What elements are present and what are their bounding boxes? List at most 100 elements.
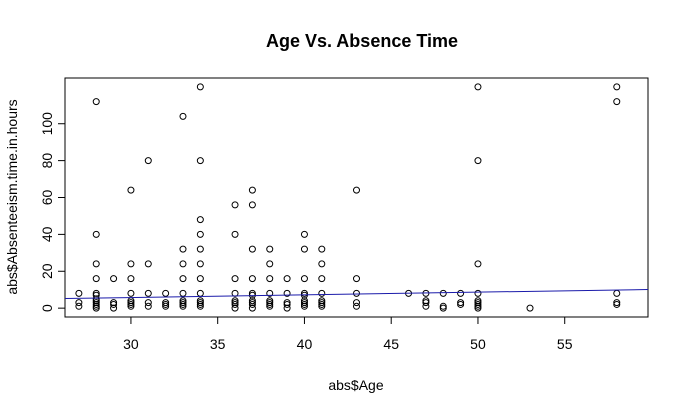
data-point (162, 302, 170, 310)
data-point (422, 299, 430, 307)
data-point (196, 245, 204, 253)
data-point (474, 83, 482, 91)
data-point (196, 230, 204, 238)
data-point (196, 216, 204, 224)
data-point (318, 300, 326, 308)
data-point (162, 300, 170, 308)
data-point (318, 299, 326, 307)
data-point (613, 289, 621, 297)
data-point (439, 304, 447, 312)
data-point (231, 275, 239, 283)
data-point (144, 289, 152, 297)
data-point (248, 245, 256, 253)
data-point (110, 299, 118, 307)
data-point (127, 186, 135, 194)
data-point (179, 289, 187, 297)
data-point (196, 289, 204, 297)
data-point (231, 230, 239, 238)
data-point (300, 275, 308, 283)
data-point (179, 297, 187, 305)
data-point (283, 289, 291, 297)
data-point (110, 275, 118, 283)
regression-line (64, 289, 649, 300)
data-point (300, 245, 308, 253)
data-point (248, 201, 256, 209)
data-point (144, 157, 152, 165)
chart-title: Age Vs. Absence Time (266, 31, 458, 51)
data-point (196, 297, 204, 305)
data-point (474, 297, 482, 305)
data-point (179, 299, 187, 307)
data-point (248, 289, 256, 297)
data-point (353, 299, 360, 307)
data-point (231, 201, 239, 209)
data-point (526, 304, 534, 312)
data-point (110, 300, 118, 308)
data-point (248, 299, 256, 307)
data-point (92, 289, 100, 297)
data-point (266, 260, 274, 268)
data-point (231, 297, 239, 305)
data-point (300, 299, 308, 307)
data-point (353, 275, 360, 283)
data-point (179, 300, 187, 308)
data-point (179, 112, 187, 120)
data-point (266, 297, 274, 305)
x-tick-label: 55 (557, 336, 573, 352)
data-point (613, 83, 621, 91)
data-point (300, 300, 308, 308)
data-point (144, 260, 152, 268)
y-tick-label: 40 (39, 226, 55, 242)
data-point (474, 260, 482, 268)
data-point (439, 289, 447, 297)
x-axis-label: abs$Age (328, 377, 383, 393)
data-point (75, 299, 83, 307)
data-point (439, 302, 447, 310)
x-tick-label: 50 (470, 336, 486, 352)
data-point (162, 299, 170, 307)
data-point (318, 260, 326, 268)
data-point (248, 275, 256, 283)
y-axis-label: abs$Absenteeism.time.in.hours (4, 99, 20, 294)
data-point (196, 260, 204, 268)
data-point (283, 300, 291, 308)
data-point (144, 299, 152, 307)
data-point (266, 300, 274, 308)
data-point (127, 289, 135, 297)
data-point (457, 299, 465, 307)
x-axis: 30 35 40 45 50 55 (123, 316, 573, 352)
x-tick-label: 35 (210, 336, 226, 352)
data-point (318, 245, 326, 253)
data-point (196, 299, 204, 307)
x-tick-label: 40 (297, 336, 313, 352)
data-point (179, 245, 187, 253)
data-points (75, 83, 621, 312)
data-point (231, 300, 239, 308)
data-point (248, 186, 256, 194)
data-point (196, 83, 204, 91)
data-point (613, 299, 621, 307)
y-tick-label: 60 (39, 190, 55, 206)
data-point (353, 302, 360, 310)
data-point (266, 275, 274, 283)
data-point (248, 300, 256, 308)
data-point (127, 275, 135, 283)
data-point (300, 230, 308, 238)
data-point (92, 275, 100, 283)
data-point (474, 300, 482, 308)
fit-line (64, 289, 649, 300)
data-point (457, 300, 465, 308)
data-point (127, 260, 135, 268)
data-point (92, 260, 100, 268)
data-point (127, 299, 135, 307)
x-tick-label: 45 (383, 336, 399, 352)
data-point (92, 230, 100, 238)
data-point (613, 98, 621, 106)
data-point (162, 289, 170, 297)
y-tick-label: 100 (39, 112, 55, 136)
data-point (300, 289, 308, 297)
data-point (179, 260, 187, 268)
data-point (127, 300, 135, 308)
data-point (457, 289, 465, 297)
data-point (179, 275, 187, 283)
